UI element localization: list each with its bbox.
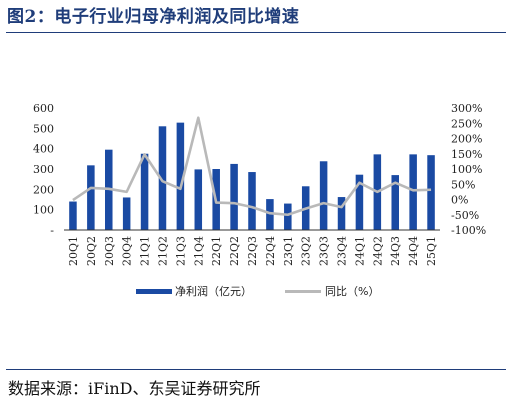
bar bbox=[284, 203, 292, 230]
x-tick-label: 25Q1 bbox=[425, 236, 438, 266]
right-axis: 300% 250% 200% 150% 100% 50% 0% -50% -100% bbox=[451, 102, 486, 237]
left-tick-label: 400 bbox=[33, 143, 54, 156]
legend-bar-label: 净利润（亿元） bbox=[175, 285, 252, 298]
bar bbox=[409, 154, 417, 230]
right-tick-label: -50% bbox=[451, 209, 479, 222]
x-tick-label: 21Q4 bbox=[192, 236, 205, 266]
x-tick-label: 20Q3 bbox=[103, 236, 116, 266]
bar-series bbox=[69, 122, 435, 230]
x-tick-label: 22Q1 bbox=[210, 236, 223, 266]
x-tick-label: 22Q3 bbox=[246, 236, 259, 266]
right-tick-label: 150% bbox=[451, 148, 482, 161]
legend-line-label: 同比（%） bbox=[325, 285, 380, 298]
left-tick-label: 600 bbox=[33, 102, 54, 115]
right-tick-label: 0% bbox=[451, 194, 468, 207]
legend-line-swatch bbox=[285, 290, 321, 293]
right-tick-label: 250% bbox=[451, 117, 482, 130]
x-tick-label: 20Q2 bbox=[85, 236, 98, 266]
bar bbox=[230, 163, 238, 230]
left-tick-label: - bbox=[50, 224, 54, 237]
bar bbox=[427, 155, 435, 230]
bar bbox=[140, 153, 149, 230]
x-tick-label: 24Q1 bbox=[353, 236, 366, 266]
right-tick-label: -100% bbox=[451, 224, 486, 237]
bar bbox=[158, 126, 167, 230]
left-tick-label: 200 bbox=[33, 183, 54, 196]
line-series bbox=[72, 116, 432, 217]
x-tick-label: 21Q1 bbox=[139, 236, 152, 266]
left-tick-label: 300 bbox=[33, 163, 54, 176]
legend-bar-swatch bbox=[136, 289, 172, 294]
source-note: 数据来源：iFinD、东吴证券研究所 bbox=[8, 379, 261, 398]
x-tick-label: 22Q4 bbox=[264, 236, 277, 266]
footer-divider bbox=[6, 369, 506, 370]
bar bbox=[391, 175, 399, 230]
x-tick-label: 21Q2 bbox=[156, 236, 169, 266]
legend: 净利润（亿元） 同比（%） bbox=[0, 283, 510, 299]
x-tick-label: 23Q4 bbox=[336, 236, 349, 266]
x-tick-label: 23Q1 bbox=[282, 236, 295, 266]
figure-title: 图2：电子行业归母净利润及同比增速 bbox=[7, 7, 300, 27]
bar bbox=[266, 199, 274, 230]
x-tick-label: 21Q3 bbox=[174, 236, 187, 266]
x-tick-label: 23Q2 bbox=[300, 236, 313, 266]
x-tick-label: 24Q4 bbox=[407, 236, 420, 266]
bar bbox=[337, 197, 346, 230]
left-tick-label: 100 bbox=[33, 204, 54, 217]
title-divider bbox=[6, 32, 506, 33]
yoy-line bbox=[72, 116, 432, 217]
x-tick-label: 20Q4 bbox=[121, 236, 134, 266]
bar bbox=[355, 174, 364, 230]
x-tick-label: 24Q3 bbox=[389, 236, 402, 266]
right-tick-label: 100% bbox=[451, 163, 482, 176]
x-axis-labels: 20Q1 20Q2 20Q3 20Q4 21Q1 21Q2 21Q3 21Q4 22Q1 22Q2… bbox=[67, 236, 438, 266]
bar bbox=[87, 165, 95, 230]
bar bbox=[69, 201, 77, 230]
right-tick-label: 200% bbox=[451, 133, 482, 146]
bar bbox=[248, 172, 256, 230]
x-tick-label: 20Q1 bbox=[67, 236, 80, 266]
right-tick-label: 300% bbox=[451, 102, 482, 115]
left-axis: 600 500 400 300 200 100 - bbox=[33, 102, 54, 237]
x-tick-label: 22Q2 bbox=[228, 236, 241, 266]
bar bbox=[122, 197, 131, 230]
right-tick-label: 50% bbox=[451, 178, 475, 191]
chart: 600 500 400 300 200 100 - 300% 250% 200% 150% 100%… bbox=[33, 102, 486, 266]
x-tick-label: 23Q3 bbox=[318, 236, 331, 266]
left-tick-label: 500 bbox=[33, 122, 54, 135]
bar bbox=[176, 122, 185, 230]
bar bbox=[194, 169, 203, 230]
bar bbox=[319, 161, 328, 230]
x-tick-label: 24Q2 bbox=[371, 236, 384, 266]
